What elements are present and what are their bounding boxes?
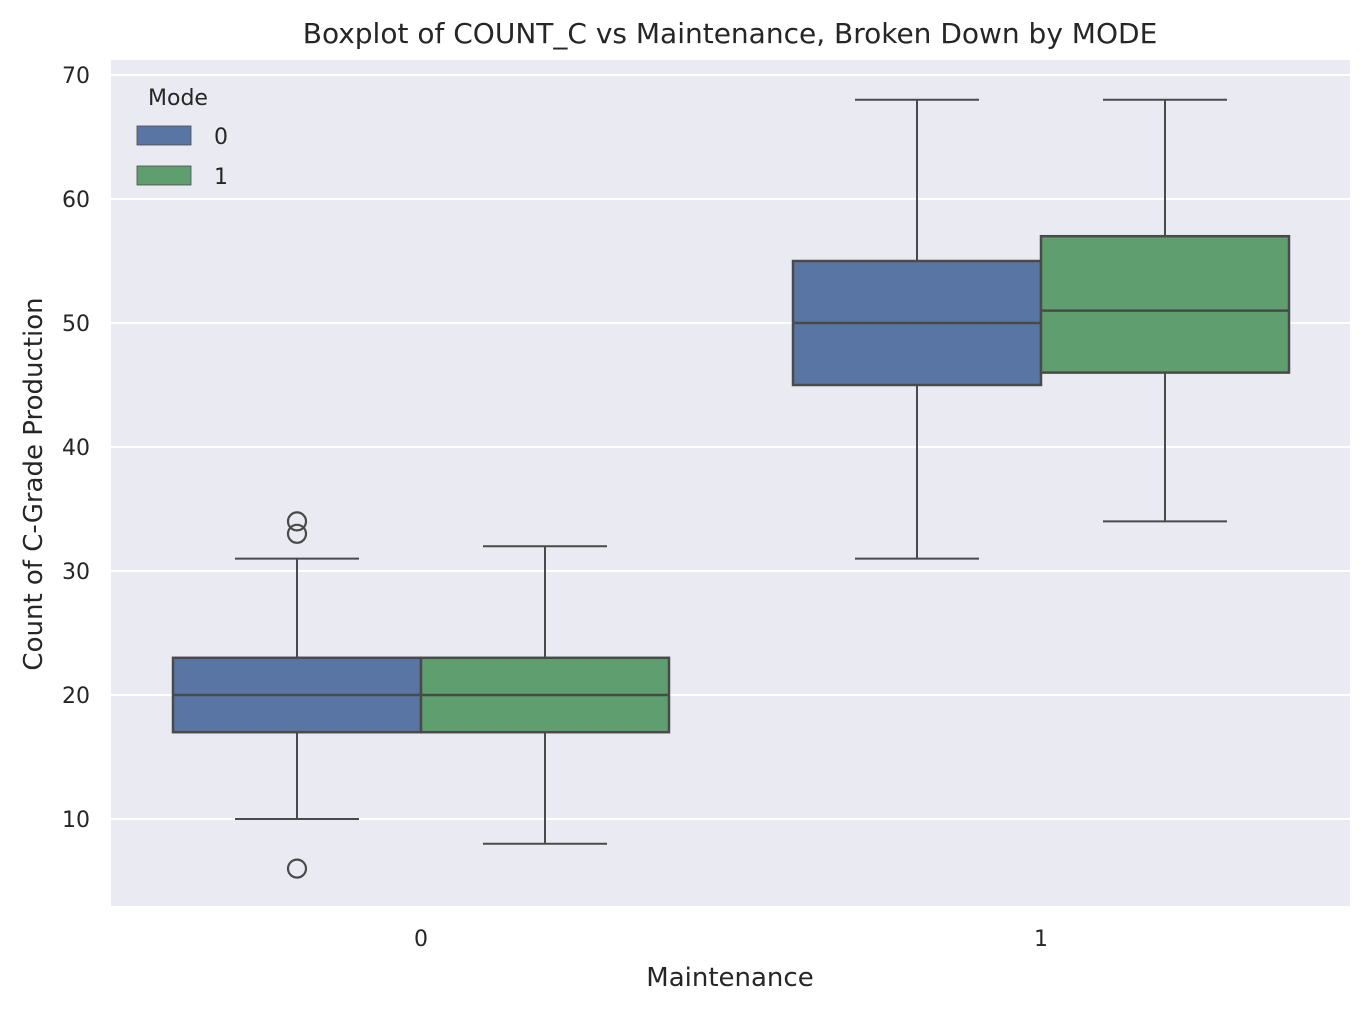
y-tick-label: 10 <box>62 808 90 833</box>
y-tick-label: 70 <box>62 64 90 89</box>
legend-swatch-1 <box>136 165 192 186</box>
legend-title: Mode <box>148 86 208 111</box>
legend: Mode 0 1 <box>136 86 228 190</box>
x-tick-label: 1 <box>1034 927 1048 952</box>
legend-label-1: 1 <box>214 165 228 190</box>
y-tick-labels: 10 20 30 40 50 60 70 <box>62 64 90 833</box>
outlier-point <box>286 523 308 544</box>
y-axis-label: Count of C-Grade Production <box>19 297 49 670</box>
outlier-point <box>286 858 308 879</box>
legend-label-0: 0 <box>214 125 228 150</box>
box-mode-1-maint-0 <box>419 545 671 845</box>
outlier-point <box>286 511 308 532</box>
x-tick-label: 0 <box>414 927 428 952</box>
y-tick-label: 20 <box>62 684 90 709</box>
y-tick-label: 50 <box>62 312 90 337</box>
y-tick-label: 30 <box>62 560 90 585</box>
y-tick-label: 40 <box>62 436 90 461</box>
box-iqr <box>1039 234 1291 374</box>
box-groups <box>171 98 1291 879</box>
legend-swatch-0 <box>136 125 192 146</box>
plot-background <box>111 60 1350 906</box>
box-mode-0-maint-1 <box>791 98 1043 560</box>
x-axis-label: Maintenance <box>646 963 813 993</box>
chart-title: Boxplot of COUNT_C vs Maintenance, Broke… <box>303 17 1158 50</box>
y-tick-label: 60 <box>62 188 90 213</box>
box-mode-1-maint-1 <box>1039 98 1291 523</box>
